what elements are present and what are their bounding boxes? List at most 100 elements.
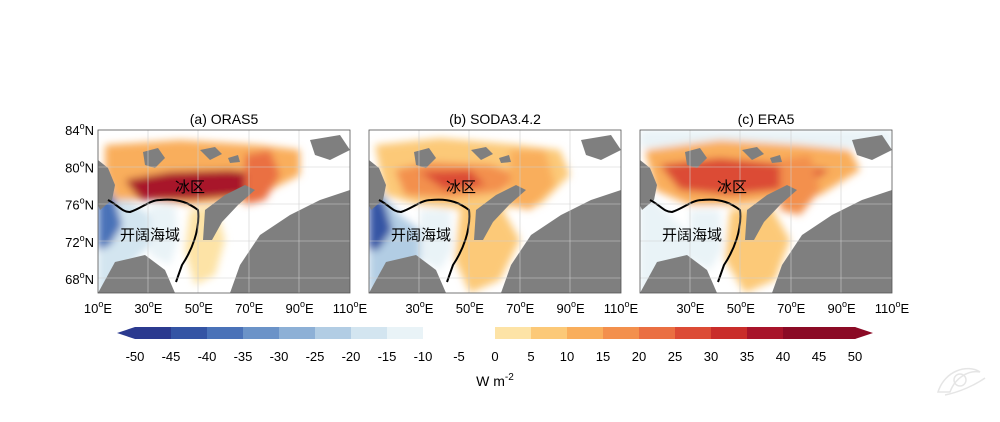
x-tick-label: 10oE: [84, 299, 112, 316]
x-tick-label: 30oE: [134, 299, 162, 316]
colorbar-tick-label: 50: [848, 349, 862, 364]
colorbar-bin: [819, 327, 856, 339]
colorbar-tick-label: 25: [668, 349, 682, 364]
y-tick-label: 84oN: [65, 121, 94, 138]
colorbar-bin: [531, 327, 568, 339]
panel-b-land-novaya-zemlya: [474, 185, 526, 240]
colorbar-bin: [351, 327, 388, 339]
panel-b-frame: [368, 129, 622, 294]
panel-c-land-kola: [640, 255, 717, 293]
panel-b-open-label: 开阔海域: [391, 227, 451, 244]
colorbar-tick-label: 35: [740, 349, 754, 364]
x-tick-label: 70oE: [506, 299, 534, 316]
panel-c-east-warm: [780, 155, 820, 215]
colorbar-tick-label: -20: [342, 349, 361, 364]
colorbar-bin: [603, 327, 640, 339]
colorbar-bin: [567, 327, 604, 339]
panel-b-title: (b) SODA3.4.2: [449, 111, 541, 127]
panel-b-east-warm: [510, 150, 555, 210]
colorbar-tick-label: -50: [126, 349, 145, 364]
x-tick-label: 70oE: [777, 299, 805, 316]
panel-c-south-warm: [725, 205, 790, 293]
colorbar-tick-label: 15: [596, 349, 610, 364]
panel-c-pale-center: [690, 210, 722, 270]
x-tick-label: 110oE: [604, 299, 639, 316]
colorbar: -50 -45 -40 -35 -30 -25 -20 -15 -10 -5 0 5 10 15 20 25 3…: [117, 327, 873, 389]
panel-b-x-ticks: 30oE 50oE 70oE 90oE 110oE: [405, 299, 638, 316]
panel-c-land-severnaya: [852, 135, 892, 160]
panel-a-land-scandinavia: [98, 160, 115, 210]
panel-b-ice-label: 冰区: [446, 179, 476, 196]
panel-c-land-novaya-zemlya: [745, 185, 797, 240]
panel-a-x-ticks: 10oE 30oE 50oE 70oE 90oE 110oE: [84, 299, 368, 316]
colorbar-bin: [675, 327, 712, 339]
panel-c-open-label: 开阔海域: [662, 227, 722, 244]
colorbar-bin: [315, 327, 352, 339]
x-tick-label: 110oE: [875, 299, 910, 316]
colorbar-ticks: -50 -45 -40 -35 -30 -25 -20 -15 -10 -5 0 5 10 15 20 25 3…: [126, 349, 863, 364]
colorbar-tick-label: -15: [378, 349, 397, 364]
panel-a-title: (a) ORAS5: [190, 111, 259, 127]
colorbar-tick-label: 10: [560, 349, 574, 364]
panel-b-land-fjl: [471, 147, 511, 163]
y-tick-label: 76oN: [65, 196, 94, 213]
colorbar-bin: [711, 327, 748, 339]
panel-a-open-label: 开阔海域: [120, 227, 180, 244]
panel-a-land-fjl: [200, 147, 240, 163]
panel-c-land-svalbard: [685, 148, 707, 168]
colorbar-tick-label: 30: [704, 349, 718, 364]
panel-a-y-ticks: 84oN 80oN 76oN 72oN 68oN: [65, 121, 94, 287]
panel-b: (b) SODA3.4.2: [368, 111, 639, 316]
panel-b-pale-center: [420, 210, 452, 270]
colorbar-bin: [747, 327, 784, 339]
y-tick-label: 72oN: [65, 233, 94, 250]
colorbar-bin: [423, 327, 460, 339]
panel-b-boundary: [378, 198, 471, 283]
colorbar-unit: W m-2: [476, 372, 514, 389]
panel-a-land-svalbard: [143, 148, 165, 168]
y-tick-label: 68oN: [65, 270, 94, 287]
x-tick-label: 90oE: [828, 299, 856, 316]
panel-c-boundary: [649, 198, 742, 283]
colorbar-tick-label: -35: [234, 349, 253, 364]
panel-a-land-kola: [98, 255, 175, 293]
panel-c: (c) ERA5 冰区: [639, 111, 910, 316]
panel-b-land-severnaya: [581, 135, 621, 160]
panel-a-east-warm: [245, 150, 280, 205]
panel-b-land-siberia: [501, 190, 621, 293]
colorbar-extend-max: [855, 327, 873, 339]
colorbar-tick-label: -45: [162, 349, 181, 364]
colorbar-bin: [495, 327, 532, 339]
colorbar-bin: [171, 327, 208, 339]
watermark-logo-icon: [936, 367, 986, 396]
x-tick-label: 30oE: [405, 299, 433, 316]
colorbar-tick-label: -30: [270, 349, 289, 364]
x-tick-label: 70oE: [235, 299, 263, 316]
colorbar-tick-label: -40: [198, 349, 217, 364]
colorbar-tick-label: 5: [527, 349, 534, 364]
panel-a-land-siberia: [230, 190, 350, 293]
x-tick-label: 90oE: [557, 299, 585, 316]
x-tick-label: 50oE: [727, 299, 755, 316]
panel-c-land-scandinavia: [640, 160, 657, 210]
panel-c-land-siberia: [772, 190, 892, 293]
colorbar-bin: [459, 327, 496, 339]
colorbar-cells: [117, 327, 873, 339]
colorbar-bin: [387, 327, 424, 339]
panel-a-frame: [97, 129, 351, 294]
colorbar-tick-label: -10: [414, 349, 433, 364]
colorbar-bin: [279, 327, 316, 339]
panel-a-land-novaya-zemlya: [203, 185, 255, 240]
colorbar-tick-label: -25: [306, 349, 325, 364]
colorbar-bin: [639, 327, 676, 339]
x-tick-label: 90oE: [286, 299, 314, 316]
colorbar-tick-label: -5: [453, 349, 465, 364]
x-tick-label: 50oE: [185, 299, 213, 316]
panel-c-x-ticks: 30oE 50oE 70oE 90oE 110oE: [676, 299, 909, 316]
colorbar-tick-label: 0: [491, 349, 498, 364]
panel-a-land-severnaya: [310, 135, 350, 160]
panel-c-title: (c) ERA5: [738, 111, 795, 127]
y-tick-label: 80oN: [65, 158, 94, 175]
colorbar-tick-label: 20: [632, 349, 646, 364]
